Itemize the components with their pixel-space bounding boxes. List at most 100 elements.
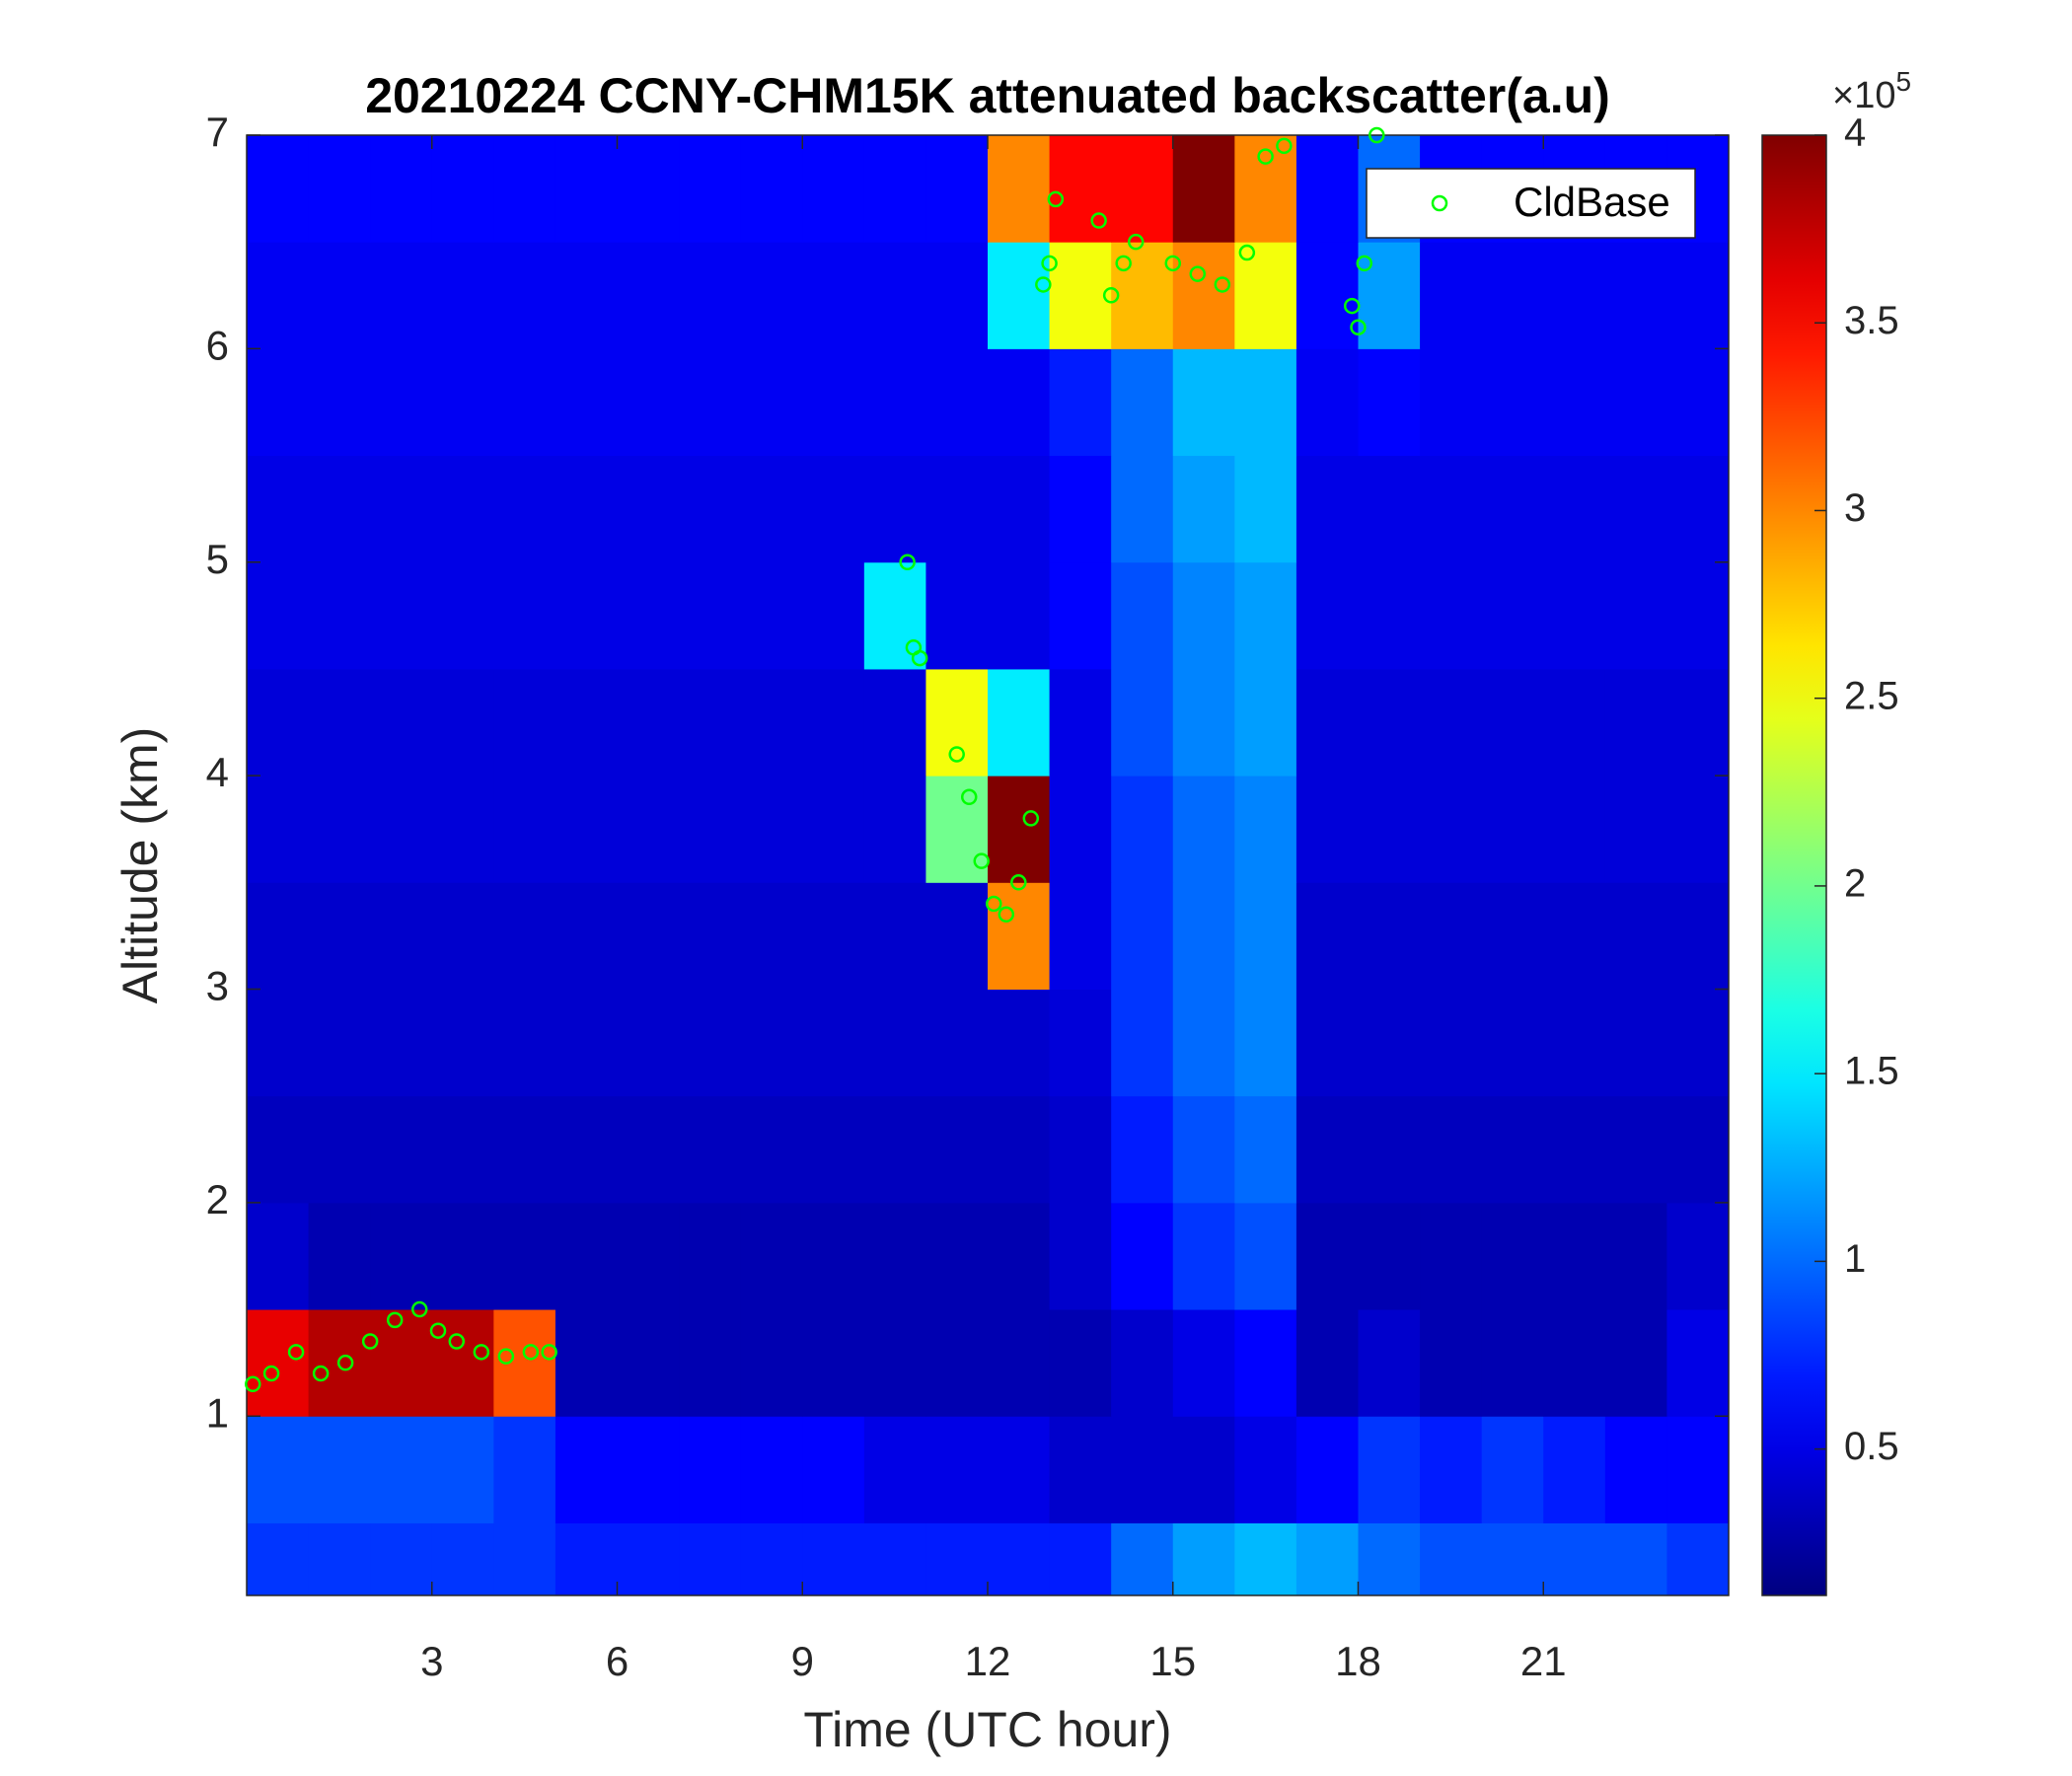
heatmap-cell [247, 668, 310, 777]
heatmap-cell [863, 135, 926, 243]
heatmap-cell [1111, 242, 1174, 349]
colorbar-tick-label: 1 [1844, 1237, 1866, 1281]
heatmap-cell [1604, 455, 1667, 563]
heatmap-cell [1604, 1416, 1667, 1523]
heatmap-cell [555, 776, 618, 883]
heatmap-cell [925, 882, 989, 990]
heatmap-cell [617, 135, 680, 243]
heatmap-cell [555, 455, 618, 563]
heatmap-cell [988, 561, 1051, 670]
colorbar-base: ×10 [1832, 75, 1895, 116]
heatmap-cell [247, 1309, 310, 1417]
heatmap-cell [617, 668, 680, 777]
heatmap-cell [740, 1416, 803, 1523]
heatmap-cell [1049, 242, 1112, 349]
heatmap-cell [1049, 1095, 1112, 1204]
heatmap-cell [1295, 1202, 1359, 1310]
heatmap-cell [555, 561, 618, 670]
heatmap-cell [431, 1202, 494, 1310]
heatmap-cell [370, 1416, 433, 1523]
heatmap-cell [1420, 989, 1483, 1097]
y-tick-label: 7 [206, 109, 229, 155]
heatmap-cell [1420, 1416, 1483, 1523]
heatmap-cell [1295, 989, 1359, 1097]
heatmap-cell [1172, 135, 1235, 243]
heatmap-cell [802, 242, 865, 349]
heatmap-cell [679, 455, 742, 563]
heatmap-cell [1049, 455, 1112, 563]
cloud-base-point [1343, 297, 1361, 315]
heatmap-cell [1111, 882, 1174, 990]
heatmap-cell [1049, 135, 1112, 243]
heatmap-cell [1481, 668, 1544, 777]
heatmap-cell [1295, 1095, 1359, 1204]
cloud-base-point [410, 1300, 428, 1318]
y-tick-label: 3 [206, 963, 229, 1009]
heatmap-cell [1666, 242, 1729, 349]
colorbar-tick-label: 4 [1844, 111, 1866, 155]
heatmap-cell [247, 882, 310, 990]
heatmap-cell [925, 242, 989, 349]
heatmap-cell [1358, 455, 1421, 563]
heatmap-cell [493, 455, 556, 563]
x-axis-label: Time (UTC hour) [803, 1702, 1171, 1757]
heatmap-cell [988, 135, 1051, 243]
x-tick-label: 9 [791, 1638, 814, 1684]
heatmap-cell [370, 348, 433, 457]
heatmap-cell [1481, 242, 1544, 349]
x-tick-label: 6 [606, 1638, 629, 1684]
heatmap-cell [1666, 455, 1729, 563]
heatmap-cell [1604, 1522, 1667, 1595]
heatmap-cell [679, 1522, 742, 1595]
heatmap-cell [802, 989, 865, 1097]
heatmap-cell [247, 455, 310, 563]
heatmap-cell [679, 1095, 742, 1204]
heatmap-cell [802, 561, 865, 670]
heatmap-cell [555, 1202, 618, 1310]
cloud-base-point [998, 906, 1015, 924]
heatmap-cell [1420, 668, 1483, 777]
heatmap-cell [1604, 1095, 1667, 1204]
heatmap-cell [740, 1202, 803, 1310]
heatmap-cell [308, 668, 371, 777]
heatmap-cell [493, 242, 556, 349]
heatmap-cell [370, 1095, 433, 1204]
heatmap-cell [1358, 1095, 1421, 1204]
heatmap-cell [308, 455, 371, 563]
heatmap-cell [1111, 455, 1174, 563]
heatmap-cell [1420, 242, 1483, 349]
heatmap-cell [863, 989, 926, 1097]
cloud-base-point [899, 554, 916, 570]
heatmap-cell [1481, 989, 1544, 1097]
heatmap-cell [1172, 348, 1235, 457]
cloud-base-point [497, 1348, 515, 1365]
y-tick-label: 2 [206, 1176, 229, 1222]
heatmap-cell [1420, 1095, 1483, 1204]
heatmap-cell [1543, 1416, 1606, 1523]
heatmap-cell [431, 1416, 494, 1523]
heatmap-cell [1666, 1202, 1729, 1310]
heatmap-cell [1234, 348, 1297, 457]
heatmap-cell [308, 348, 371, 457]
heatmap-cell [802, 882, 865, 990]
heatmap-cell [679, 776, 742, 883]
heatmap-cell [1234, 776, 1297, 883]
heatmap-cell [431, 242, 494, 349]
heatmap-cell [988, 1416, 1051, 1523]
heatmap-cell [1604, 1309, 1667, 1417]
heatmap-cell [1111, 1202, 1174, 1310]
heatmap-cell [247, 1095, 310, 1204]
heatmap-cell [1481, 1522, 1544, 1595]
heatmap-cell [863, 776, 926, 883]
heatmap-cell [679, 242, 742, 349]
legend-marker [1431, 194, 1448, 212]
heatmap-cell [555, 242, 618, 349]
heatmap-cell [1049, 989, 1112, 1097]
heatmap-cell [555, 1309, 618, 1417]
cloud-base-point [1356, 255, 1373, 272]
heatmap-cell [1481, 1095, 1544, 1204]
heatmap-cell [1049, 1202, 1112, 1310]
heatmap-cell [1481, 1416, 1544, 1523]
heatmap-cell [1420, 882, 1483, 990]
heatmap-cell [1111, 668, 1174, 777]
